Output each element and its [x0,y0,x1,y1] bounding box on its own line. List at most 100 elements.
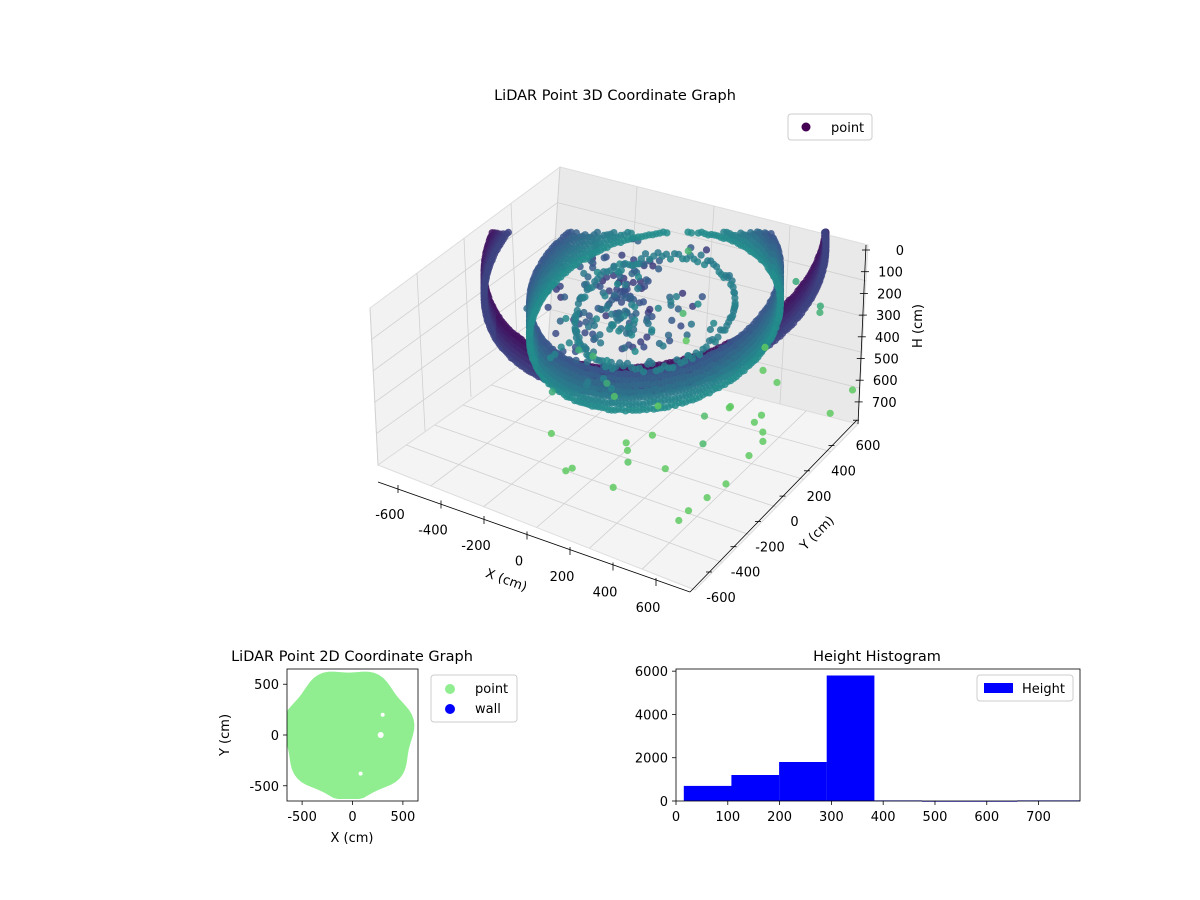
x-tick-label-histogram: 700 [1026,810,1051,825]
data-point-3d [565,339,573,347]
y-tick-label-histogram: 4000 [635,708,668,723]
legend-histogram-box [976,674,1074,702]
data-point-3d [687,229,696,237]
data-point-3d [654,304,662,312]
histogram-bar [826,675,875,801]
data-point-3d [615,327,623,335]
data-point-3d [722,480,730,488]
data-point-3d [622,439,630,447]
data-point-3d [562,467,570,475]
data-point-3d [702,343,710,351]
data-point-3d [683,331,691,339]
data-point-3d [675,516,683,525]
point-cloud-gap [377,732,384,738]
x-axis-line [377,481,691,593]
y-tick-label-3d: -400 [731,566,761,581]
data-point-3d [666,255,675,263]
data-point-3d [608,310,616,318]
data-point-3d [607,384,616,393]
data-point-3d [603,356,611,365]
data-point-3d [620,344,629,352]
grid-line-3d [552,273,863,353]
data-point-3d [580,269,588,277]
data-point-3d [679,309,687,317]
legend-2d-wall-label: wall [475,702,501,717]
data-point-3d [696,351,704,359]
x-tick-label-histogram: 600 [974,810,999,825]
data-point-3d [642,276,650,284]
points-3d [480,228,857,525]
x-axis-label-2d: X (cm) [331,831,374,846]
data-point-3d [640,343,648,351]
legend-histogram-swatch [984,683,1013,693]
data-point-3d [697,251,705,259]
data-point-3d [768,250,777,258]
x-tick-label-2d: 0 [348,810,356,825]
data-point-3d [679,289,687,297]
legend-3d: point [787,113,873,141]
data-point-3d [725,272,734,280]
data-point-3d [648,359,656,367]
data-point-3d [768,244,777,252]
data-point-3d [585,312,593,320]
data-point-3d [556,317,564,325]
x-tick-label-3d: 600 [636,601,661,616]
data-point-3d [699,440,707,448]
x-tick-label-3d: -400 [418,524,448,539]
data-point-3d [750,418,759,426]
chart-2d: LiDAR Point 2D Coordinate Graph -500 0 500… [218,649,518,846]
point-cloud-gap [389,671,400,682]
data-point-3d [659,342,667,350]
z-tick-label-3d: 0 [896,244,904,259]
plot-frame-histogram [675,668,1081,802]
data-point-3d [816,302,825,310]
legend-2d-point-marker [445,684,455,694]
histogram-title: Height Histogram [813,649,941,665]
x-tick-label-3d: 200 [550,570,575,585]
grid-line-3d [463,237,472,398]
data-point-3d [677,322,685,330]
data-point-3d [571,324,579,332]
data-point-3d [568,464,576,472]
y-axis-label-3d: Y (cm) [797,513,838,554]
data-point-3d [768,269,777,277]
y-tick-label-3d: 0 [790,515,798,530]
data-point-3d [757,411,766,419]
data-point-3d [544,303,552,311]
data-point-3d [641,250,650,258]
data-point-3d [634,285,642,293]
chart-3d: LiDAR Point 3D Coordinate Graph -600 -400… [369,88,926,616]
histogram-ticks: 0 100 200 300 400 500 600 700 0 2000 4000 6000 [635,665,1051,825]
data-point-3d [684,247,692,255]
data-point-3d [590,321,599,330]
data-point-3d [572,356,580,364]
data-point-3d [667,298,675,306]
data-point-3d [706,325,715,334]
data-point-3d [621,281,629,289]
grid-line-3d [376,309,551,434]
data-point-3d [631,347,639,355]
x-ticks-3d: -600 -400 -200 0 200 400 600 [375,485,660,616]
point-cloud-2d [287,671,415,799]
data-point-3d [632,309,640,317]
data-point-3d [593,268,602,276]
data-point-3d [639,298,648,306]
grid-line-3d [372,237,556,372]
point-cloud-gap [380,712,385,717]
data-point-3d [654,402,662,410]
y-axis-label-2d: Y (cm) [218,714,233,757]
y-tick-label-histogram: 2000 [635,752,668,767]
y-tick-label-3d: 200 [807,490,832,505]
data-point-3d [629,278,637,287]
data-point-3d [641,282,649,290]
z-tick-label-3d: 500 [874,353,899,368]
data-point-3d [581,293,589,301]
x-tick-label-histogram: 100 [715,810,740,825]
data-point-3d [627,294,635,302]
data-point-3d [597,339,605,347]
data-point-3d [605,287,613,295]
data-point-3d [727,280,735,288]
z-tick-label-3d: 600 [873,374,898,389]
